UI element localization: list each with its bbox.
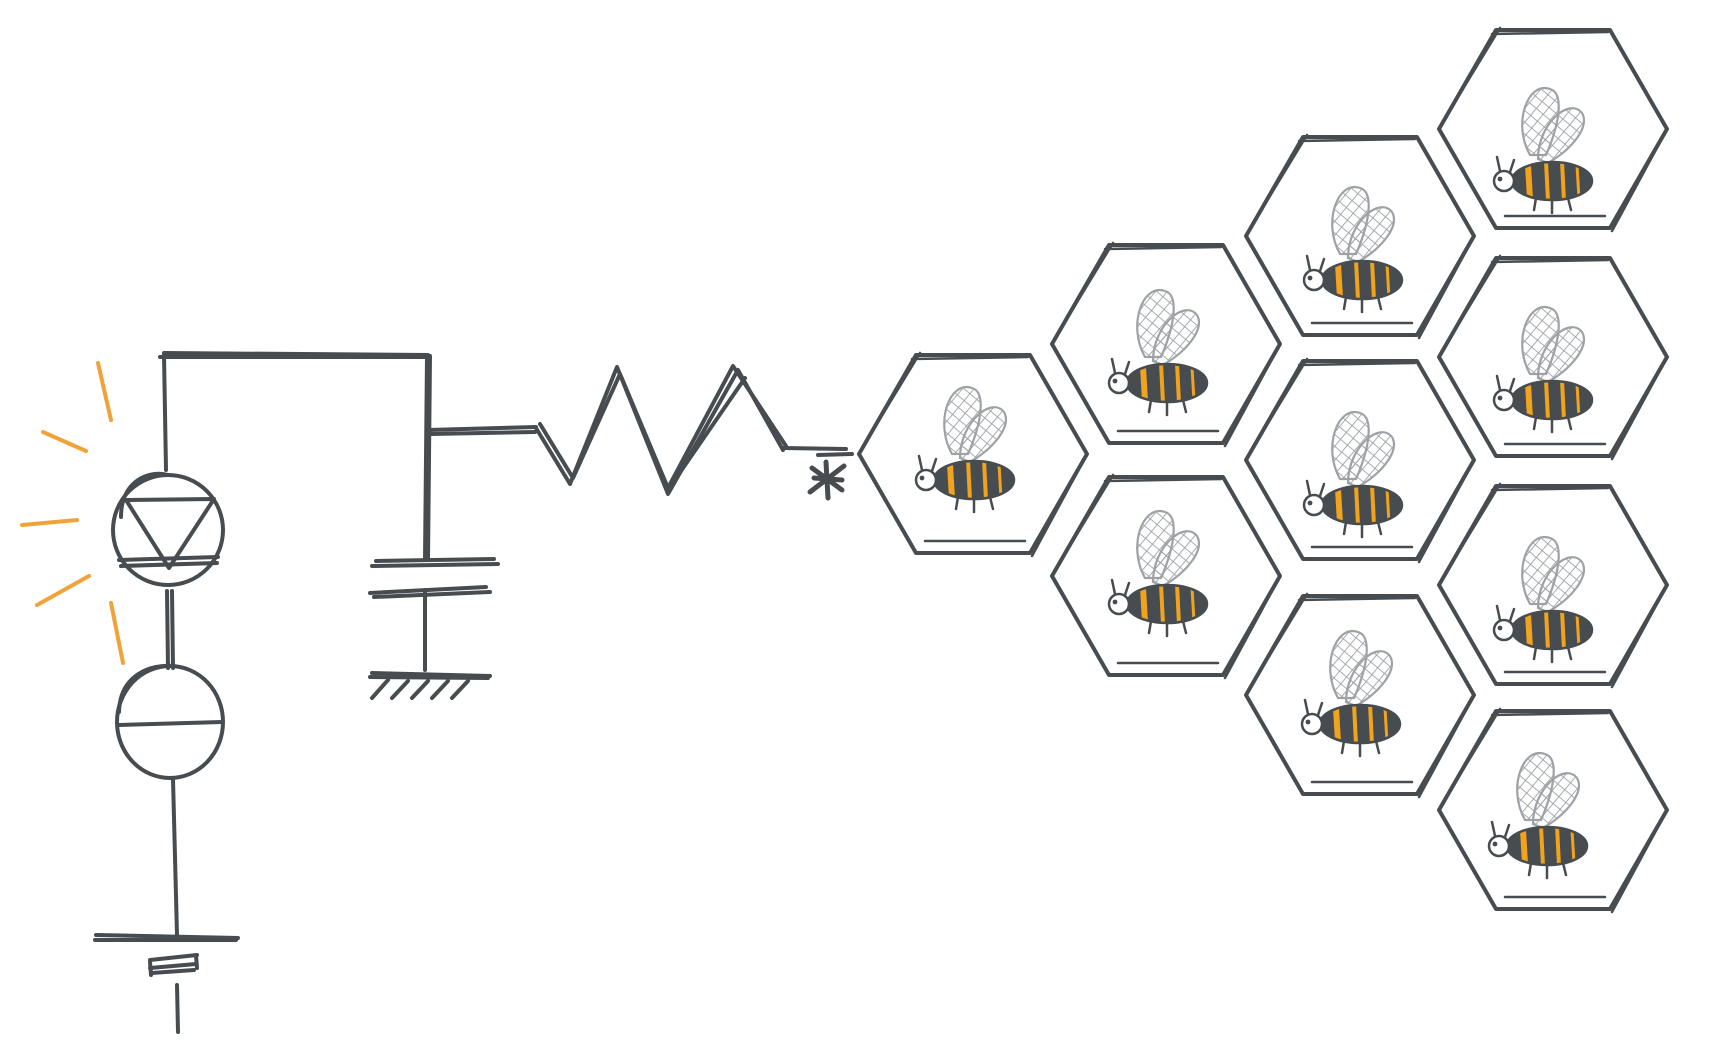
bee-icon (1304, 412, 1402, 537)
resistor-icon (534, 364, 788, 496)
bee-icon (1304, 187, 1402, 312)
bee-icon (1494, 307, 1592, 432)
bee-icon (1109, 511, 1207, 636)
bee-icon (1494, 537, 1592, 662)
light-rays-icon (20, 361, 125, 665)
current-source-icon (115, 663, 225, 780)
ground-icon (368, 671, 492, 700)
bee-icon (1302, 631, 1400, 756)
circuit-wires (158, 351, 854, 1034)
capacitor-icon (368, 557, 500, 599)
bee-icon (1109, 290, 1207, 415)
bee-icon (1494, 88, 1592, 213)
bee-icon (1489, 753, 1587, 878)
junction-icon (807, 459, 847, 501)
bee-icon (916, 387, 1014, 512)
battery-icon (93, 933, 240, 977)
diode-icon (111, 471, 225, 587)
bees (916, 88, 1592, 878)
